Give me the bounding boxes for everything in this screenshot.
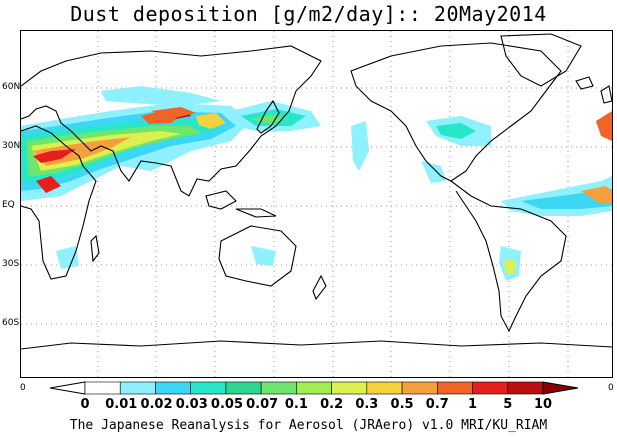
credit-line: The Japanese Reanalysis for Aerosol (JRA… (69, 418, 548, 433)
colorbar-tick-label: 0.03 (175, 397, 208, 412)
colorbar-cell (190, 381, 227, 395)
map-frame[interactable] (20, 30, 613, 378)
coastlines (21, 33, 612, 350)
colorbar-cell (119, 381, 156, 395)
colorbar-tick-label: 5 (503, 397, 513, 412)
lat-label-eq: EQ (2, 200, 15, 210)
colorbar-tick-label: 0.07 (246, 397, 279, 412)
map-title: Dust deposition [g/m2/day]:: 20May2014 (70, 2, 547, 26)
colorbar-tick-label: 0.02 (140, 397, 173, 412)
colorbar-cell (507, 381, 544, 395)
colorbar-cell (260, 381, 297, 395)
colorbar-tick-label: 0.3 (355, 397, 379, 412)
colorbar-cell (472, 381, 509, 395)
colorbar-tick-label: 0.2 (320, 397, 344, 412)
colorbar-cell (225, 381, 262, 395)
colorbar-left-end-label: 0 (20, 383, 26, 393)
colorbar-cell (366, 381, 403, 395)
colorbar-right-end-label: 0 (608, 383, 614, 393)
colorbar-cell (437, 381, 473, 395)
colorbar-cell (84, 381, 121, 395)
colorbar-tick-label: 0.05 (210, 397, 243, 412)
lat-label-30n: 30N (2, 141, 21, 151)
colorbar-min-arrow (49, 381, 86, 395)
colorbar (49, 381, 579, 395)
colorbar-max-arrow (542, 381, 579, 395)
colorbar-cell (155, 381, 191, 395)
colorbar-tick-label: 1 (468, 397, 478, 412)
colorbar-tick-label: 0.5 (390, 397, 414, 412)
lat-label-30s: 30S (2, 259, 20, 269)
colorbar-tick-label: 0 (80, 397, 90, 412)
lat-label-60n: 60N (2, 82, 21, 92)
colorbar-tick-label: 0.01 (105, 397, 138, 412)
graticule (21, 31, 612, 377)
lat-label-60s: 60S (2, 318, 20, 328)
colorbar-cell (296, 381, 332, 395)
colorbar-cell (331, 381, 368, 395)
dust-map (21, 31, 612, 377)
colorbar-cell (401, 381, 438, 395)
dust-field (21, 86, 612, 281)
colorbar-tick-label: 10 (533, 397, 553, 412)
colorbar-tick-label: 0.1 (284, 397, 308, 412)
colorbar-tick-label: 0.7 (425, 397, 449, 412)
